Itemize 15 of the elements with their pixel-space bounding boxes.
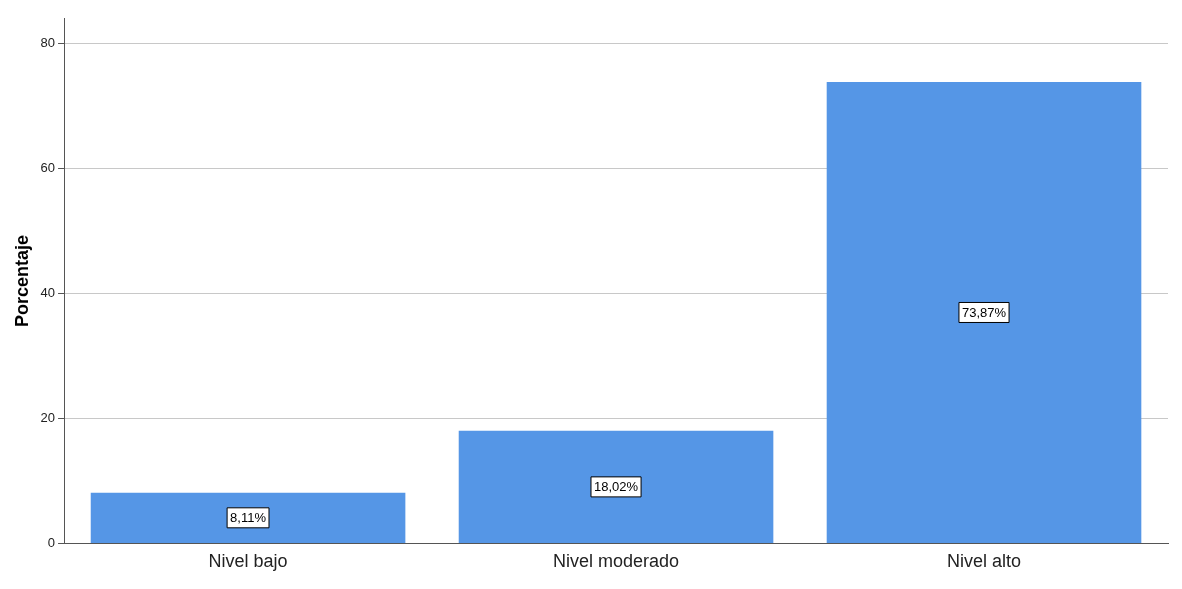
y-axis-title: Porcentaje xyxy=(11,235,32,328)
y-tick-label: 60 xyxy=(40,160,56,176)
y-tick-label: 80 xyxy=(40,35,56,51)
y-tick-label: 0 xyxy=(47,534,56,550)
y-tick-label: 20 xyxy=(40,410,56,426)
data-label: 18,02% xyxy=(593,479,639,495)
bar xyxy=(90,492,406,543)
data-label: 73,87% xyxy=(961,305,1007,321)
bar xyxy=(458,430,774,543)
x-tick-label: Nivel bajo xyxy=(208,551,288,572)
y-tick-label: 40 xyxy=(40,285,56,301)
x-tick-label: Nivel moderado xyxy=(553,551,680,572)
bar xyxy=(826,82,1142,543)
x-tick-label: Nivel alto xyxy=(946,551,1022,572)
data-label: 8,11% xyxy=(230,510,267,526)
